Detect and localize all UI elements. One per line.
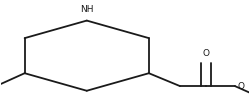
Text: NH: NH bbox=[80, 5, 94, 14]
Text: O: O bbox=[237, 82, 244, 91]
Text: O: O bbox=[203, 49, 210, 58]
